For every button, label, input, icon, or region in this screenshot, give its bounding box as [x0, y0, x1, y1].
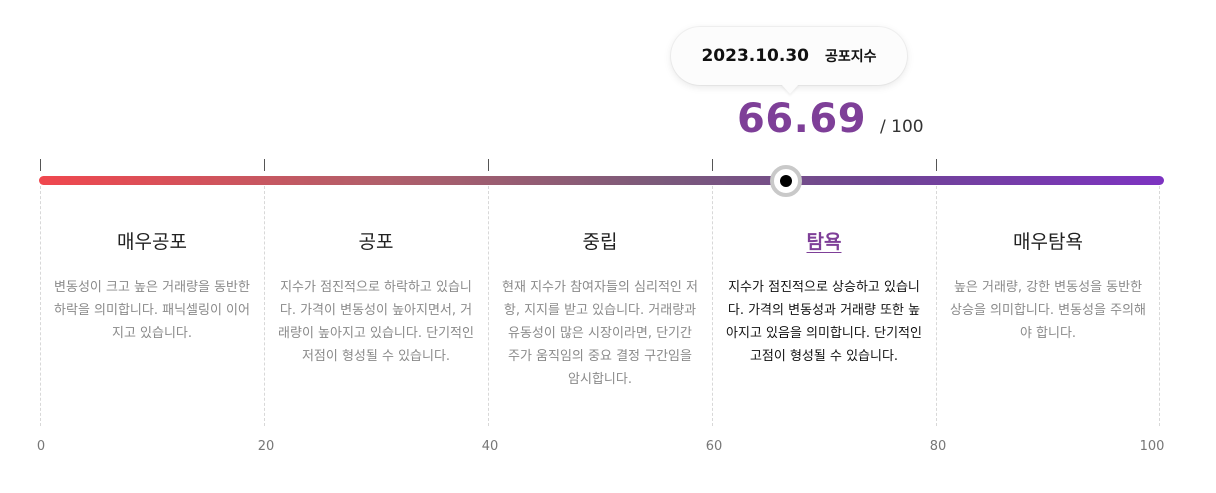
axis-label-100: 100	[1139, 439, 1165, 454]
tick-0	[40, 159, 41, 171]
axis-label-80: 80	[929, 439, 947, 454]
zone-title: 매우탐욕	[1013, 231, 1083, 253]
guide-line-60	[712, 186, 713, 426]
tick-60	[712, 159, 713, 171]
date-tooltip: 2023.10.30 공포지수	[671, 27, 907, 85]
tick-20	[264, 159, 265, 171]
zone-fear: 공포 지수가 점진적으로 하락하고 있습니다. 가격이 변동성이 높아지면서, …	[264, 228, 488, 368]
zone-extreme-greed: 매우탐욕 높은 거래량, 강한 변동성을 동반한 상승을 의미합니다. 변동성을…	[936, 228, 1160, 345]
guide-line-80	[936, 186, 937, 426]
zone-extreme-fear: 매우공포 변동성이 크고 높은 거래량을 동반한 하락을 의미합니다. 패닉셀링…	[40, 228, 264, 345]
axis-label-60: 60	[705, 439, 723, 454]
tick-80	[936, 159, 937, 171]
zone-description-active: 지수가 점진적으로 상승하고 있습니다. 가격의 변동성과 거래량 또한 높아지…	[726, 280, 922, 364]
guide-line-100	[1159, 186, 1160, 426]
axis-label-40: 40	[481, 439, 499, 454]
gauge-marker[interactable]	[770, 165, 803, 197]
zone-description: 높은 거래량, 강한 변동성을 동반한 상승을 의미합니다. 변동성을 주의해야…	[950, 280, 1146, 341]
score-value: 66.69	[737, 96, 867, 142]
axis-label-20: 20	[257, 439, 275, 454]
zone-description: 변동성이 크고 높은 거래량을 동반한 하락을 의미합니다. 패닉셀링이 이어지…	[54, 280, 250, 341]
zone-title: 공포	[358, 231, 394, 253]
score-readout: 66.69 / 100	[737, 96, 924, 142]
gauge-track	[39, 176, 1164, 185]
zone-description: 현재 지수가 참여자들의 심리적인 저항, 지지를 받고 있습니다. 거래량과 …	[502, 280, 698, 387]
score-max: / 100	[880, 117, 924, 137]
zone-title: 매우공포	[117, 231, 187, 253]
axis-label-0: 0	[36, 439, 46, 454]
zone-greed: 탐욕 지수가 점진적으로 상승하고 있습니다. 가격의 변동성과 거래량 또한 …	[712, 228, 936, 368]
tooltip-index-label: 공포지수	[825, 49, 877, 65]
guide-line-0	[40, 186, 41, 426]
zone-title-active[interactable]: 탐욕	[806, 231, 842, 253]
tooltip-date: 2023.10.30	[701, 46, 809, 66]
gauge-marker-dot	[780, 175, 793, 187]
zone-title: 중립	[582, 231, 618, 253]
zone-description: 지수가 점진적으로 하락하고 있습니다. 가격이 변동성이 높아지면서, 거래량…	[278, 280, 474, 364]
guide-line-40	[488, 186, 489, 426]
tick-40	[488, 159, 489, 171]
zone-neutral: 중립 현재 지수가 참여자들의 심리적인 저항, 지지를 받고 있습니다. 거래…	[488, 228, 712, 391]
guide-line-20	[264, 186, 265, 426]
